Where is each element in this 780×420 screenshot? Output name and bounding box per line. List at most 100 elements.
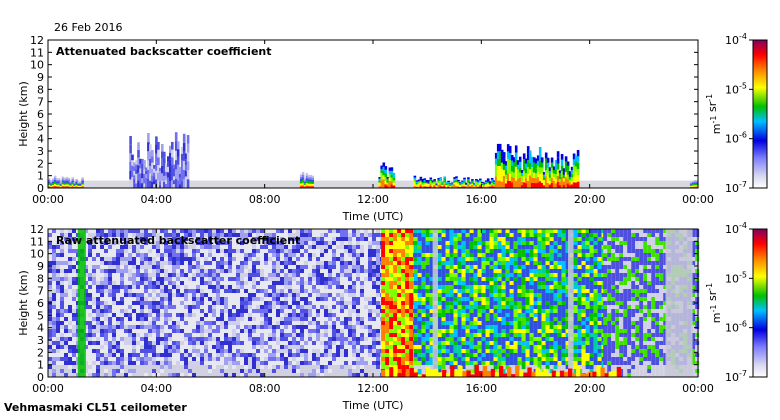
data-cell	[453, 285, 458, 289]
data-cell	[381, 293, 386, 297]
data-cell	[152, 277, 156, 281]
data-cell	[356, 349, 360, 353]
data-cell	[236, 253, 240, 257]
data-cell	[84, 365, 88, 369]
data-cell	[417, 181, 421, 183]
data-cell	[132, 253, 136, 257]
data-cell	[300, 229, 304, 233]
data-cell	[208, 273, 212, 277]
data-cell	[397, 305, 402, 309]
data-cell	[514, 180, 518, 188]
data-cell	[518, 156, 522, 162]
data-cell	[68, 273, 72, 277]
data-cell	[528, 156, 532, 163]
data-cell	[413, 329, 418, 333]
data-cell	[304, 229, 308, 233]
data-cell	[200, 329, 204, 333]
data-cell	[53, 179, 57, 182]
data-cell	[216, 333, 220, 337]
data-cell	[488, 184, 492, 186]
data-cell	[172, 241, 176, 245]
data-cell	[477, 185, 480, 187]
data-cell	[256, 341, 260, 345]
data-cell	[417, 241, 422, 245]
data-cell	[100, 273, 104, 277]
data-cell	[176, 265, 180, 269]
data-cell	[108, 285, 112, 289]
data-cell	[449, 229, 454, 233]
data-cell	[421, 313, 426, 317]
data-cell	[168, 313, 172, 317]
data-cell	[116, 237, 120, 241]
data-cell	[96, 373, 100, 377]
data-cell	[284, 349, 288, 353]
data-cell	[60, 301, 64, 305]
data-cell	[280, 337, 284, 341]
data-cell	[453, 182, 456, 185]
data-cell	[304, 313, 308, 317]
data-cell	[296, 233, 300, 237]
data-cell	[178, 170, 182, 174]
data-cell	[236, 305, 240, 309]
data-cell	[276, 325, 280, 329]
data-cell	[372, 369, 376, 373]
data-cell	[260, 297, 264, 301]
data-cell	[457, 309, 462, 313]
data-cell	[324, 373, 328, 377]
data-cell	[184, 353, 188, 357]
data-cell	[502, 176, 506, 182]
data-cell	[390, 177, 394, 182]
data-cell	[104, 269, 108, 273]
data-cell	[308, 345, 312, 349]
data-cell	[360, 317, 364, 321]
data-cell	[288, 241, 292, 245]
data-cell	[72, 269, 76, 273]
data-cell	[300, 353, 304, 357]
data-cell	[431, 182, 435, 185]
data-cell	[252, 329, 256, 333]
data-cell	[532, 177, 536, 183]
data-cell	[156, 349, 160, 353]
data-cell	[296, 345, 300, 349]
data-cell	[232, 281, 236, 285]
data-cell	[288, 321, 292, 325]
data-cell	[550, 182, 554, 188]
data-cell	[417, 179, 421, 181]
data-cell	[473, 183, 476, 185]
data-cell	[168, 293, 172, 297]
data-cell	[252, 301, 256, 305]
data-cell	[216, 305, 220, 309]
data-cell	[228, 285, 232, 289]
data-cell	[132, 313, 136, 317]
data-cell	[372, 261, 376, 265]
data-cell	[324, 249, 328, 253]
data-cell	[300, 261, 304, 265]
data-cell	[224, 337, 228, 341]
data-cell	[96, 253, 100, 257]
data-cell	[100, 245, 104, 249]
data-cell	[96, 341, 100, 345]
data-cell	[108, 369, 112, 373]
data-cell	[92, 285, 96, 289]
data-cell	[143, 174, 146, 179]
data-cell	[500, 149, 504, 157]
data-cell	[224, 233, 228, 237]
data-cell	[324, 301, 328, 305]
data-cell	[52, 265, 56, 269]
data-cell	[148, 341, 152, 345]
data-cell	[220, 373, 224, 377]
data-cell	[145, 174, 148, 178]
data-cell	[538, 167, 542, 175]
data-cell	[417, 281, 422, 285]
data-cell	[457, 277, 462, 281]
data-cell	[348, 293, 352, 297]
data-cell	[52, 277, 56, 281]
data-cell	[84, 257, 88, 261]
data-cell	[417, 333, 422, 337]
data-cell	[312, 305, 316, 309]
data-cell	[465, 341, 470, 345]
data-cell	[461, 253, 466, 257]
data-cell	[328, 309, 332, 313]
data-cell	[48, 253, 52, 257]
data-cell	[216, 289, 220, 293]
